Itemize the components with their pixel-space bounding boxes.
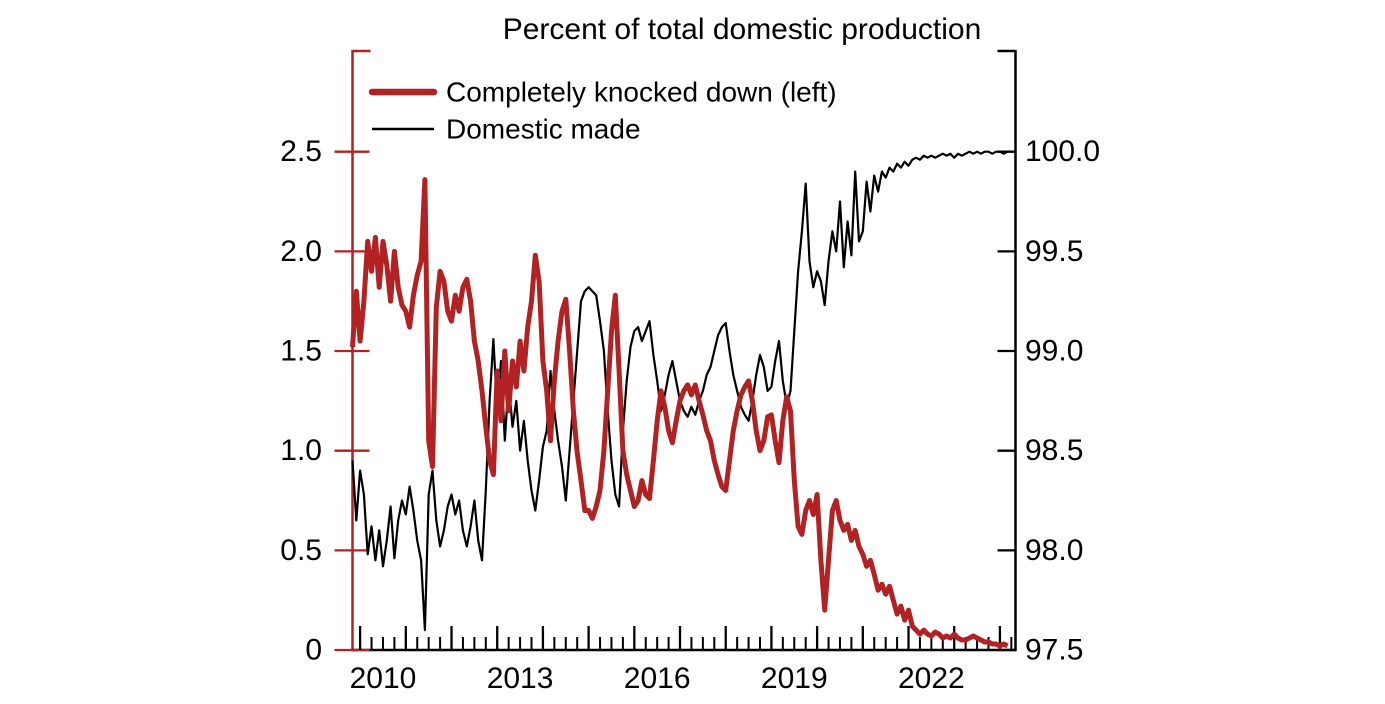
legend: Completely knocked down (left) Domestic …	[368, 77, 837, 145]
legend-label-domestic-made: Domestic made	[446, 114, 641, 145]
left-axis-tick-label: 1.0	[280, 434, 322, 467]
left-axis-tick-label: 0	[305, 634, 322, 667]
left-axis-tick-label: 0.5	[280, 534, 322, 567]
series-line-completely-knocked-down	[350, 177, 1009, 649]
right-axis-tick-label: 97.5	[1025, 634, 1083, 667]
right-axis-tick-label: 99.0	[1025, 335, 1083, 368]
left-axis-tick-label: 1.5	[280, 335, 322, 368]
x-axis-tick-label: 2016	[624, 662, 691, 695]
chart-title: Percent of total domestic production	[503, 13, 982, 46]
legend-label-completely-knocked-down: Completely knocked down (left)	[446, 77, 837, 108]
right-axis-tick-label: 98.0	[1025, 534, 1083, 567]
x-axis-tick-label: 2010	[350, 662, 417, 695]
left-axis-tick-label: 2.0	[280, 235, 322, 268]
left-axis-tick-label: 2.5	[280, 135, 322, 168]
x-axis-tick-label: 2013	[487, 662, 554, 695]
right-axis-tick-label: 100.0	[1025, 135, 1100, 168]
right-axis-tick-label: 98.5	[1025, 434, 1083, 467]
right-axis-tick-label: 99.5	[1025, 235, 1083, 268]
series-lines	[350, 150, 1009, 649]
axes: 0 0.5 1.0 1.5 2.0 2.5 97.5 98.0 98.5 99.0 99.5 100.…	[280, 49, 1100, 695]
x-axis-tick-label: 2019	[761, 662, 828, 695]
series-line-domestic-made	[351, 150, 1009, 632]
x-axis-tick-label: 2022	[898, 662, 965, 695]
